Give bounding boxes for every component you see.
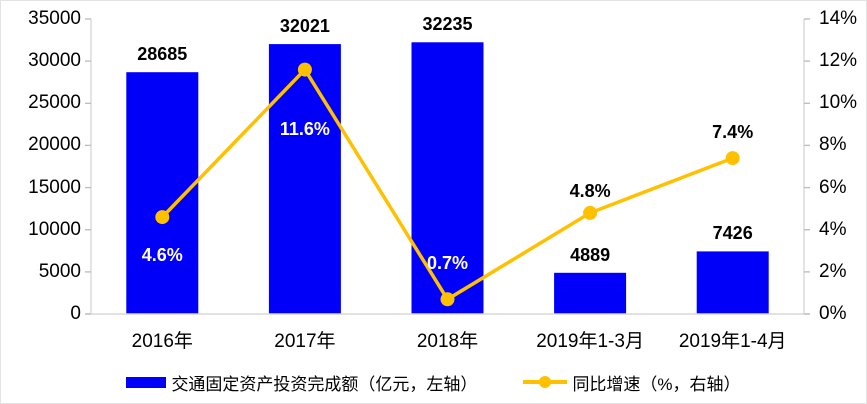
line-swatch-marker-dot xyxy=(539,376,552,388)
x-axis-category-label: 2018年 xyxy=(416,331,479,352)
y-axis-right-tick-label: 14% xyxy=(819,8,858,29)
y-axis-right-tick-label: 8% xyxy=(819,134,847,156)
x-axis-category-label: 2017年 xyxy=(274,331,336,352)
x-axis-category-label: 2016年 xyxy=(131,331,193,352)
bar-value-label: 4889 xyxy=(570,244,611,265)
bar-value-label: 28685 xyxy=(137,44,188,65)
line-marker-2016年 xyxy=(155,210,170,225)
y-axis-left-tick-label: 35000 xyxy=(28,8,81,29)
y-axis-left-tick-label: 5000 xyxy=(38,260,81,282)
y-axis-left-tick-label: 10000 xyxy=(28,218,81,240)
legend-item-bar-series: 交通固定资产投资完成额（亿元，左轴） xyxy=(126,370,477,395)
line-series-legend-label: 同比增速（%，右轴） xyxy=(572,374,741,394)
line-marker-2019年1-3月 xyxy=(583,205,598,220)
x-axis-category-label: 2019年1-4月 xyxy=(678,331,787,352)
line-series-swatch-icon xyxy=(523,375,568,389)
x-axis-category-label: 2019年1-3月 xyxy=(536,331,644,352)
y-axis-right-tick-label: 10% xyxy=(819,92,858,114)
line-marker-2017年 xyxy=(297,62,312,77)
y-axis-left-tick-label: 25000 xyxy=(28,92,81,114)
y-axis-left-tick-label: 30000 xyxy=(28,50,81,72)
y-axis-left-tick-label: 15000 xyxy=(28,176,81,198)
growth-rate-label: 0.7% xyxy=(426,253,469,274)
bar-value-label: 32021 xyxy=(279,16,330,37)
bar-series-swatch-icon xyxy=(126,376,167,388)
line-marker-2018年 xyxy=(440,292,455,307)
bar-2017年 xyxy=(268,44,341,314)
y-axis-right-tick-label: 4% xyxy=(819,218,847,240)
growth-rate-label: 4.6% xyxy=(141,245,183,266)
y-axis-right-tick-label: 6% xyxy=(819,176,847,198)
y-axis-right-tick-label: 0% xyxy=(819,303,847,324)
bar-2018年 xyxy=(411,42,484,315)
bar-2019年1-3月 xyxy=(554,272,627,314)
bar-series-legend-label: 交通固定资产投资完成额（亿元，左轴） xyxy=(171,374,478,394)
bar-2019年1-4月 xyxy=(696,251,769,314)
legend: 交通固定资产投资完成额（亿元，左轴） 同比增速（%，右轴） xyxy=(1,368,866,396)
growth-rate-label: 7.4% xyxy=(712,122,754,143)
bar-value-label: 32235 xyxy=(422,14,473,35)
y-axis-right-tick-label: 2% xyxy=(819,260,847,282)
bar-value-label: 7426 xyxy=(712,223,753,244)
growth-rate-label: 11.6% xyxy=(279,118,330,139)
growth-rate-label: 4.8% xyxy=(569,180,611,201)
legend-item-line-series: 同比增速（%，右轴） xyxy=(523,370,741,395)
y-axis-left-tick-label: 20000 xyxy=(28,134,81,156)
y-axis-right-tick-label: 12% xyxy=(819,50,858,72)
y-axis-left-tick-label: 0 xyxy=(70,303,81,324)
line-marker-2019年1-4月 xyxy=(725,151,740,166)
